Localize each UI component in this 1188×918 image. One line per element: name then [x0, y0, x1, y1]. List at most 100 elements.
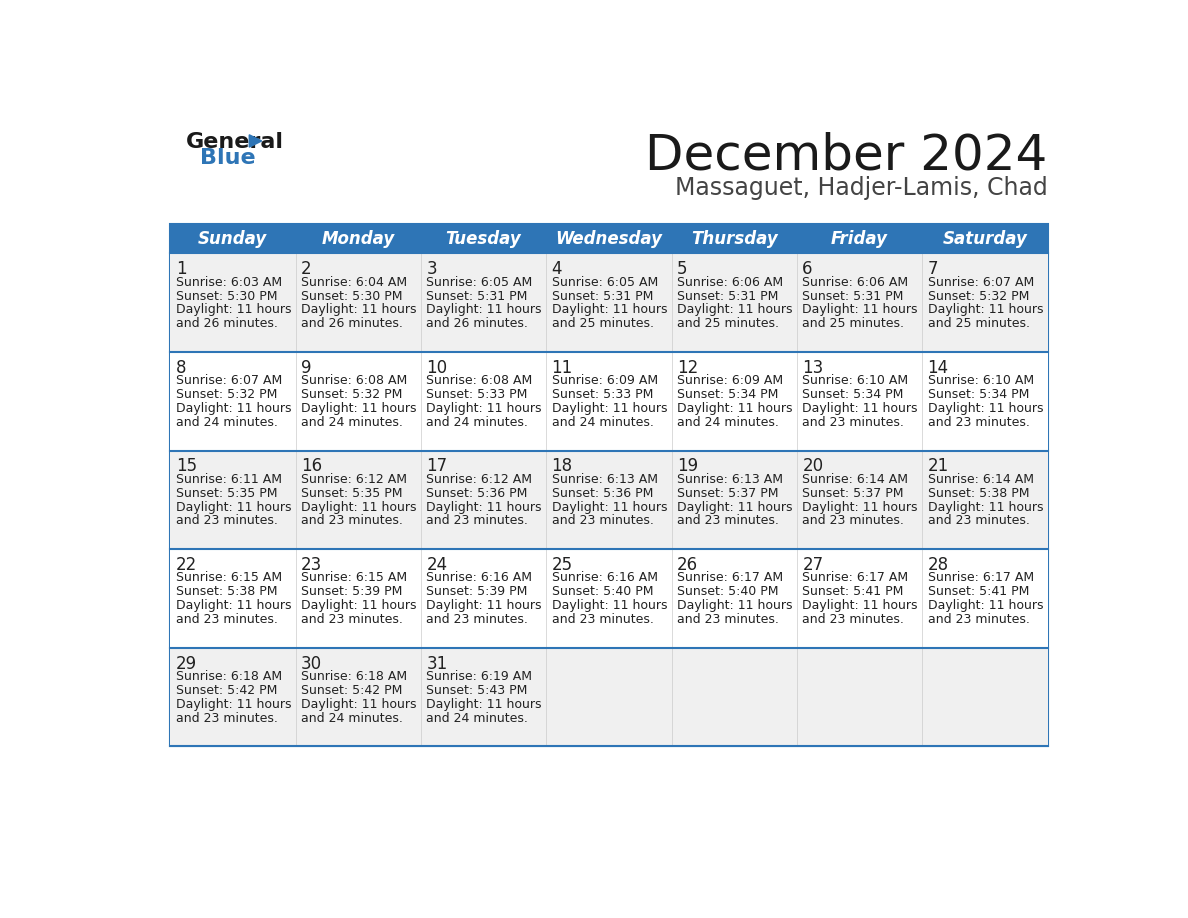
Text: Daylight: 11 hours: Daylight: 11 hours [928, 304, 1043, 317]
Text: and 23 minutes.: and 23 minutes. [677, 514, 779, 528]
Text: and 24 minutes.: and 24 minutes. [176, 416, 278, 429]
Bar [170, 647, 1048, 746]
Text: Sunrise: 6:09 AM: Sunrise: 6:09 AM [551, 375, 658, 387]
Text: Sunrise: 6:16 AM: Sunrise: 6:16 AM [551, 571, 658, 585]
Text: Sunrise: 6:14 AM: Sunrise: 6:14 AM [928, 473, 1034, 486]
Text: Sunrise: 6:07 AM: Sunrise: 6:07 AM [176, 375, 282, 387]
Text: Sunset: 5:36 PM: Sunset: 5:36 PM [426, 487, 527, 499]
Text: and 24 minutes.: and 24 minutes. [677, 416, 779, 429]
Text: Massaguet, Hadjer-Lamis, Chad: Massaguet, Hadjer-Lamis, Chad [675, 175, 1048, 199]
Text: 21: 21 [928, 457, 949, 476]
Text: 14: 14 [928, 359, 949, 377]
Text: and 25 minutes.: and 25 minutes. [551, 318, 653, 330]
Text: Daylight: 11 hours: Daylight: 11 hours [176, 698, 291, 711]
Text: 4: 4 [551, 261, 562, 278]
Text: and 26 minutes.: and 26 minutes. [176, 318, 278, 330]
Text: and 23 minutes.: and 23 minutes. [301, 514, 403, 528]
Text: Daylight: 11 hours: Daylight: 11 hours [551, 599, 668, 612]
Bar [170, 352, 1048, 451]
Text: Daylight: 11 hours: Daylight: 11 hours [426, 500, 542, 513]
Text: 10: 10 [426, 359, 448, 377]
Text: 18: 18 [551, 457, 573, 476]
Text: 13: 13 [802, 359, 823, 377]
Text: Daylight: 11 hours: Daylight: 11 hours [176, 599, 291, 612]
Text: Sunrise: 6:13 AM: Sunrise: 6:13 AM [677, 473, 783, 486]
Text: Monday: Monday [322, 230, 394, 248]
Text: Daylight: 11 hours: Daylight: 11 hours [677, 304, 792, 317]
Text: Daylight: 11 hours: Daylight: 11 hours [301, 698, 417, 711]
Text: 23: 23 [301, 556, 322, 574]
Text: Sunset: 5:31 PM: Sunset: 5:31 PM [426, 289, 527, 303]
Text: Sunrise: 6:05 AM: Sunrise: 6:05 AM [551, 275, 658, 288]
Text: and 23 minutes.: and 23 minutes. [928, 613, 1030, 626]
Text: Daylight: 11 hours: Daylight: 11 hours [551, 304, 668, 317]
Text: Sunrise: 6:08 AM: Sunrise: 6:08 AM [301, 375, 407, 387]
Text: Sunrise: 6:17 AM: Sunrise: 6:17 AM [802, 571, 909, 585]
Text: Sunrise: 6:18 AM: Sunrise: 6:18 AM [301, 670, 407, 683]
Polygon shape [249, 135, 261, 147]
Text: and 23 minutes.: and 23 minutes. [928, 514, 1030, 528]
Text: and 23 minutes.: and 23 minutes. [802, 613, 904, 626]
Text: Sunset: 5:31 PM: Sunset: 5:31 PM [551, 289, 653, 303]
Text: and 23 minutes.: and 23 minutes. [176, 514, 278, 528]
Text: 16: 16 [301, 457, 322, 476]
Bar [170, 224, 1048, 253]
Text: and 24 minutes.: and 24 minutes. [301, 711, 403, 724]
Text: and 23 minutes.: and 23 minutes. [802, 514, 904, 528]
Text: and 23 minutes.: and 23 minutes. [551, 613, 653, 626]
Text: and 26 minutes.: and 26 minutes. [426, 318, 529, 330]
Text: and 24 minutes.: and 24 minutes. [426, 711, 529, 724]
Text: 20: 20 [802, 457, 823, 476]
Text: Daylight: 11 hours: Daylight: 11 hours [928, 402, 1043, 415]
Text: Sunset: 5:40 PM: Sunset: 5:40 PM [677, 586, 778, 599]
Text: 22: 22 [176, 556, 197, 574]
Text: Sunset: 5:33 PM: Sunset: 5:33 PM [426, 388, 527, 401]
Text: Sunset: 5:32 PM: Sunset: 5:32 PM [301, 388, 403, 401]
Text: Sunset: 5:35 PM: Sunset: 5:35 PM [301, 487, 403, 499]
Text: 15: 15 [176, 457, 197, 476]
Text: Sunset: 5:42 PM: Sunset: 5:42 PM [301, 684, 403, 697]
Text: and 23 minutes.: and 23 minutes. [928, 416, 1030, 429]
Text: Sunrise: 6:16 AM: Sunrise: 6:16 AM [426, 571, 532, 585]
Text: Sunrise: 6:10 AM: Sunrise: 6:10 AM [928, 375, 1034, 387]
Text: Daylight: 11 hours: Daylight: 11 hours [426, 599, 542, 612]
Text: 31: 31 [426, 655, 448, 673]
Text: Thursday: Thursday [690, 230, 778, 248]
Text: Sunset: 5:40 PM: Sunset: 5:40 PM [551, 586, 653, 599]
Text: Sunrise: 6:09 AM: Sunrise: 6:09 AM [677, 375, 783, 387]
Text: 2: 2 [301, 261, 311, 278]
Text: Sunset: 5:39 PM: Sunset: 5:39 PM [426, 586, 527, 599]
Text: Sunrise: 6:06 AM: Sunrise: 6:06 AM [802, 275, 909, 288]
Text: Daylight: 11 hours: Daylight: 11 hours [677, 599, 792, 612]
Text: Sunset: 5:39 PM: Sunset: 5:39 PM [301, 586, 403, 599]
Text: Sunset: 5:42 PM: Sunset: 5:42 PM [176, 684, 277, 697]
Text: Sunrise: 6:17 AM: Sunrise: 6:17 AM [677, 571, 783, 585]
Text: 19: 19 [677, 457, 699, 476]
Text: 25: 25 [551, 556, 573, 574]
Text: Daylight: 11 hours: Daylight: 11 hours [928, 599, 1043, 612]
Text: 6: 6 [802, 261, 813, 278]
Text: and 23 minutes.: and 23 minutes. [426, 514, 529, 528]
Bar [170, 549, 1048, 647]
Text: Sunset: 5:43 PM: Sunset: 5:43 PM [426, 684, 527, 697]
Text: Sunrise: 6:12 AM: Sunrise: 6:12 AM [426, 473, 532, 486]
Text: and 23 minutes.: and 23 minutes. [551, 514, 653, 528]
Text: Daylight: 11 hours: Daylight: 11 hours [928, 500, 1043, 513]
Text: Daylight: 11 hours: Daylight: 11 hours [551, 402, 668, 415]
Text: 7: 7 [928, 261, 939, 278]
Text: 8: 8 [176, 359, 187, 377]
Bar [170, 253, 1048, 352]
Text: Daylight: 11 hours: Daylight: 11 hours [802, 500, 918, 513]
Text: Sunset: 5:38 PM: Sunset: 5:38 PM [928, 487, 1029, 499]
Text: Daylight: 11 hours: Daylight: 11 hours [802, 304, 918, 317]
Text: Sunset: 5:33 PM: Sunset: 5:33 PM [551, 388, 653, 401]
Text: and 23 minutes.: and 23 minutes. [802, 416, 904, 429]
Text: Sunrise: 6:05 AM: Sunrise: 6:05 AM [426, 275, 532, 288]
Text: Sunset: 5:41 PM: Sunset: 5:41 PM [928, 586, 1029, 599]
Text: Sunset: 5:41 PM: Sunset: 5:41 PM [802, 586, 904, 599]
Text: Sunset: 5:38 PM: Sunset: 5:38 PM [176, 586, 277, 599]
Text: Sunset: 5:34 PM: Sunset: 5:34 PM [802, 388, 904, 401]
Text: and 23 minutes.: and 23 minutes. [426, 613, 529, 626]
Text: Sunset: 5:34 PM: Sunset: 5:34 PM [677, 388, 778, 401]
Text: Daylight: 11 hours: Daylight: 11 hours [301, 304, 417, 317]
